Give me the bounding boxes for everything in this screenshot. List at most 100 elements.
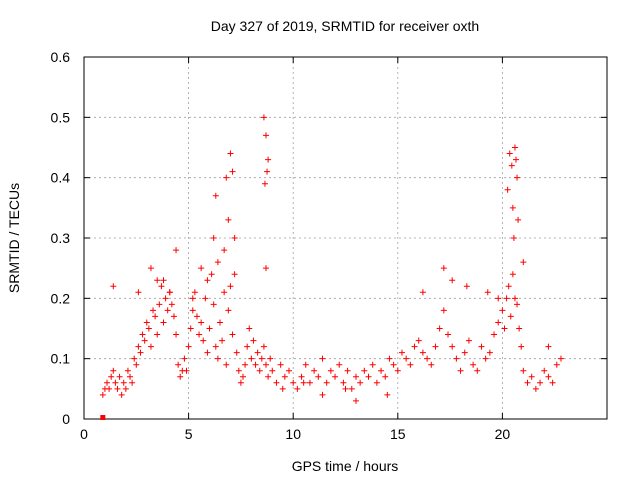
- data-point: [419, 289, 426, 296]
- data-point: [260, 114, 267, 121]
- data-point: [495, 295, 502, 302]
- data-point: [516, 325, 523, 332]
- y-tick-label: 0.3: [51, 230, 71, 246]
- data-point: [258, 355, 265, 362]
- data-point: [246, 325, 253, 332]
- chart-title: Day 327 of 2019, SRMTID for receiver oxt…: [211, 18, 479, 34]
- data-point: [116, 373, 123, 380]
- data-point: [173, 331, 180, 338]
- data-point: [482, 355, 489, 362]
- y-tick-label: 0.6: [51, 49, 71, 65]
- data-point: [160, 319, 167, 326]
- data-point: [281, 373, 288, 380]
- data-point: [135, 289, 142, 296]
- data-point: [156, 301, 163, 308]
- gridlines: [84, 57, 607, 419]
- data-point: [514, 174, 521, 181]
- data-point: [505, 283, 512, 290]
- data-point: [509, 271, 516, 278]
- data-point: [221, 289, 228, 296]
- data-point: [432, 343, 439, 350]
- data-point: [208, 271, 215, 278]
- data-point: [261, 180, 268, 187]
- data-point: [520, 259, 527, 266]
- data-point: [407, 361, 414, 368]
- data-point: [225, 307, 232, 314]
- data-point: [181, 355, 188, 362]
- data-point: [129, 379, 136, 386]
- data-point: [216, 319, 223, 326]
- data-point: [344, 367, 351, 374]
- data-point: [168, 301, 175, 308]
- data-point: [177, 373, 184, 380]
- data-point: [509, 204, 516, 211]
- data-point: [463, 283, 470, 290]
- data-point: [470, 361, 477, 368]
- data-point: [263, 132, 270, 139]
- y-tick-label: 0: [62, 411, 70, 427]
- data-point: [210, 235, 217, 241]
- data-point: [449, 343, 456, 350]
- data-point: [210, 301, 217, 308]
- data-point: [352, 397, 359, 404]
- data-point: [229, 168, 236, 175]
- data-point: [495, 319, 502, 326]
- data-point: [147, 265, 154, 272]
- data-point: [541, 367, 548, 374]
- data-point: [549, 379, 556, 386]
- data-point: [231, 235, 238, 241]
- data-point: [158, 283, 165, 290]
- data-point: [484, 289, 491, 296]
- data-point: [508, 162, 515, 169]
- y-tick-label: 0.5: [51, 109, 71, 125]
- data-point: [233, 349, 240, 356]
- data-point: [231, 271, 238, 278]
- data-point: [104, 379, 111, 386]
- y-tick-label: 0.2: [51, 290, 71, 306]
- data-point: [352, 373, 359, 380]
- data-point: [557, 355, 564, 362]
- data-point: [504, 186, 511, 193]
- data-point: [277, 361, 284, 368]
- data-point: [252, 361, 259, 368]
- data-point: [382, 373, 389, 380]
- plot-frame: [83, 56, 608, 420]
- data-point: [239, 373, 246, 380]
- data-point: [319, 355, 326, 362]
- data-point: [154, 331, 161, 338]
- data-point: [108, 373, 115, 380]
- data-point: [122, 385, 129, 392]
- data-point: [185, 343, 192, 350]
- data-point: [189, 295, 196, 302]
- data-point: [212, 192, 219, 199]
- data-point: [512, 156, 519, 163]
- data-point: [491, 331, 498, 338]
- data-point: [175, 361, 182, 368]
- data-point: [248, 355, 255, 362]
- data-point: [229, 331, 236, 338]
- data-point: [244, 343, 251, 350]
- data-point: [162, 295, 169, 302]
- data-point: [227, 150, 234, 157]
- data-point: [206, 325, 213, 332]
- data-point: [286, 367, 293, 374]
- data-point: [279, 385, 286, 392]
- data-point: [457, 367, 464, 374]
- data-point: [223, 174, 230, 181]
- data-point: [411, 343, 418, 350]
- data-point: [198, 319, 205, 326]
- data-point: [511, 144, 518, 151]
- data-point: [212, 343, 219, 350]
- data-point: [139, 331, 146, 338]
- data-point: [461, 349, 468, 356]
- data-point: [273, 379, 280, 386]
- data-point: [537, 379, 544, 386]
- data-point: [319, 391, 326, 398]
- data-point: [357, 379, 364, 386]
- data-point: [478, 343, 485, 350]
- data-point: [518, 343, 525, 350]
- data-point: [398, 349, 405, 356]
- data-point: [553, 361, 560, 368]
- data-point: [164, 307, 171, 314]
- data-point: [378, 367, 385, 374]
